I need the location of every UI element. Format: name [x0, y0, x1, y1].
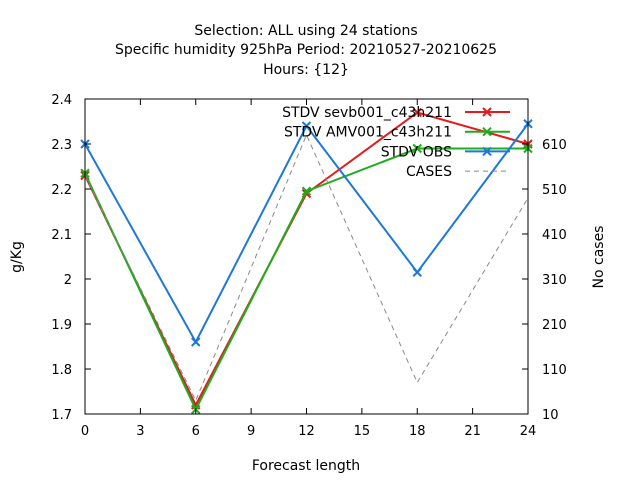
legend-marker: [482, 126, 492, 137]
y-tick-label: 2.2: [51, 183, 72, 198]
series-line: [84, 133, 529, 402]
x-tick-label: 0: [81, 424, 89, 439]
x-axis: 0 3 6 9 12 15 18 21 24: [81, 99, 536, 439]
title-line-2: Specific humidity 925hPa Period: 2021052…: [115, 42, 497, 58]
x-tick-label: 6: [192, 424, 200, 439]
y-tick-label: 2: [64, 273, 72, 288]
data-point: [412, 267, 422, 277]
series-line: [84, 111, 529, 408]
y-axis: 1.7 1.8 1.9 2 2.1 2.2 2.3 2.4: [51, 93, 91, 423]
legend-item: STDV OBS: [381, 144, 510, 160]
legend-label: CASES: [406, 164, 452, 180]
x-tick-label: 21: [464, 424, 481, 439]
x-tick-label: 9: [247, 424, 255, 439]
x-tick-label: 18: [409, 424, 426, 439]
legend-item: STDV sevb001_c43h211: [282, 105, 510, 121]
legend-marker: [482, 107, 492, 117]
legend-label: STDV OBS: [381, 144, 452, 160]
y-tick-label: 2.1: [51, 228, 72, 243]
y2-tick-label: 10: [542, 408, 559, 423]
title-line-3: Hours: {12}: [263, 62, 349, 78]
series-2: [80, 119, 533, 347]
legend-item: CASES: [406, 164, 510, 180]
y2-tick-label: 610: [542, 138, 567, 153]
y2-axis-label: No cases: [591, 226, 607, 289]
series-1: [80, 143, 533, 415]
legend-label: STDV AMV001_c43h211: [284, 125, 452, 141]
y2-axis: 10 110 210 310 410 510 610: [522, 138, 567, 423]
y2-tick-label: 210: [542, 318, 567, 333]
x-tick-label: 12: [298, 424, 315, 439]
data-point: [301, 121, 312, 131]
x-tick-label: 15: [354, 424, 371, 439]
y2-tick-label: 410: [542, 228, 567, 243]
y-tick-label: 2.3: [51, 138, 72, 153]
x-axis-label: Forecast length: [252, 458, 360, 474]
data-point: [412, 143, 422, 154]
y2-tick-label: 510: [542, 183, 567, 198]
series-line: [84, 147, 528, 412]
data-point: [301, 186, 312, 196]
y-axis-label: g/Kg: [9, 241, 25, 273]
legend: STDV sevb001_c43h211 STDV AMV001_c43h211 S…: [282, 105, 510, 180]
x-tick-label: 24: [520, 424, 537, 439]
y-tick-label: 1.9: [51, 318, 72, 333]
x-tick-label: 3: [136, 424, 144, 439]
y-tick-label: 2.4: [51, 93, 72, 108]
y2-tick-label: 310: [542, 273, 567, 288]
data-point: [191, 337, 201, 347]
data-point: [412, 107, 422, 118]
y-tick-label: 1.7: [51, 408, 72, 423]
series-3: [84, 133, 529, 402]
y2-tick-label: 110: [542, 363, 567, 378]
chart-title: Selection: ALL using 24 stations Specifi…: [115, 23, 497, 78]
legend-item: STDV AMV001_c43h211: [284, 125, 510, 141]
plot-frame: [84, 98, 529, 415]
title-line-1: Selection: ALL using 24 stations: [194, 23, 417, 39]
series-layer: [80, 107, 533, 415]
legend-marker: [482, 146, 492, 157]
legend-label: STDV sevb001_c43h211: [282, 105, 452, 121]
y-tick-label: 1.8: [51, 363, 72, 378]
